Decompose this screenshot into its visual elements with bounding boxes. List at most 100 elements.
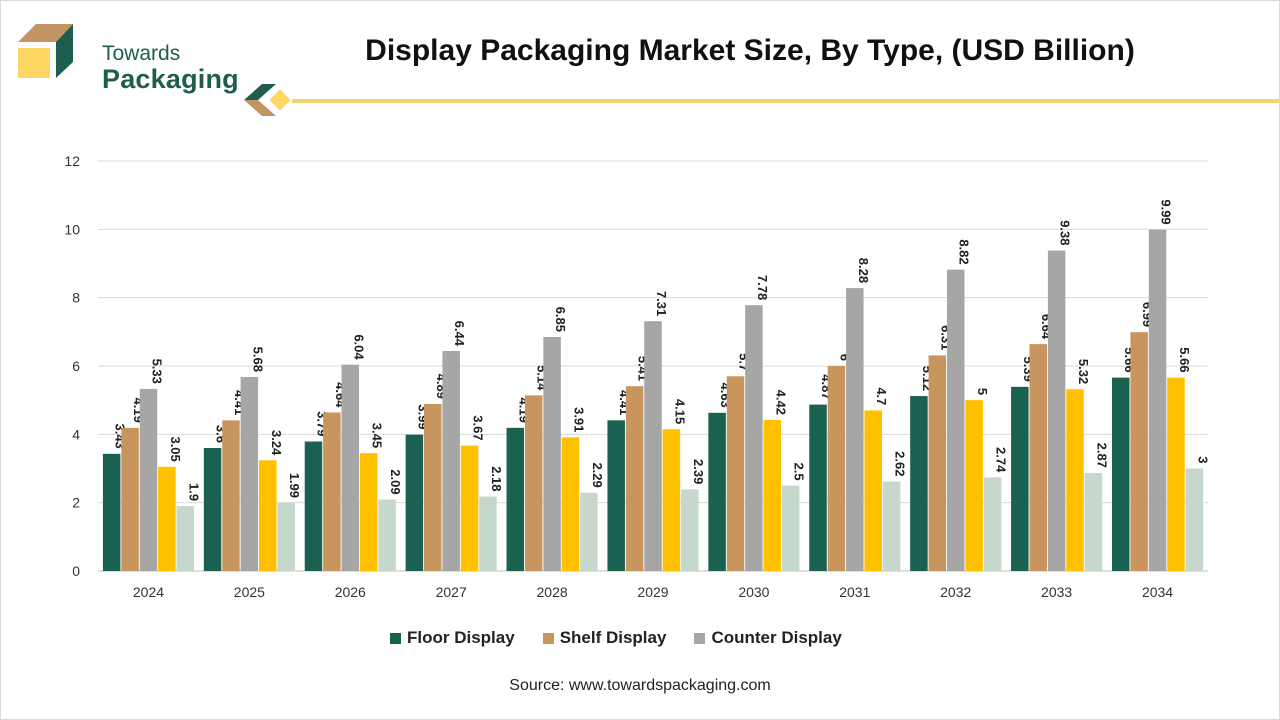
legend-item: Floor Display (390, 628, 515, 648)
data-label: 2.18 (489, 466, 504, 491)
legend-label: Floor Display (407, 628, 515, 647)
bar (846, 288, 864, 571)
data-label: 7.31 (654, 291, 669, 316)
bar (158, 466, 176, 571)
legend-item: Counter Display (694, 628, 842, 648)
data-label: 3.24 (269, 430, 284, 456)
bar (1029, 344, 1047, 571)
y-tick-label: 10 (64, 221, 80, 237)
x-tick-label: 2027 (436, 584, 467, 600)
x-tick-label: 2031 (839, 584, 870, 600)
data-label: 8.28 (856, 258, 871, 283)
data-label: 5.66 (1177, 347, 1192, 372)
x-tick-label: 2034 (1142, 584, 1173, 600)
legend-swatch (390, 632, 401, 644)
chart-title: Display Packaging Market Size, By Type, … (365, 34, 1135, 67)
bar (543, 336, 561, 571)
data-label: 2.39 (691, 459, 706, 484)
bar (928, 355, 947, 571)
data-label: 3.05 (168, 436, 183, 461)
data-label: 4.7 (874, 387, 889, 405)
bar (580, 492, 598, 571)
towards-packaging-logo: Towards Packaging (18, 22, 239, 94)
data-label: 3.45 (370, 423, 385, 448)
data-label: 2.29 (590, 462, 605, 487)
bar (625, 386, 644, 571)
bar (277, 503, 295, 571)
data-label: 1.9 (186, 483, 201, 501)
bar (1111, 377, 1130, 571)
x-tick-label: 2032 (940, 584, 971, 600)
legend-swatch (542, 632, 554, 644)
data-label: 2.5 (792, 463, 807, 481)
bar (983, 477, 1002, 571)
bar (442, 350, 460, 571)
bar (864, 410, 882, 571)
bar (1066, 389, 1084, 571)
x-tick-label: 2026 (335, 584, 366, 600)
bar (405, 434, 424, 571)
bar (561, 437, 580, 571)
bar (1148, 229, 1167, 572)
data-label: 4.15 (672, 399, 687, 424)
data-label: 3.67 (471, 415, 486, 440)
bar (240, 376, 259, 571)
x-tick-label: 2029 (637, 584, 668, 600)
logo-text-towards: Towards (102, 42, 181, 65)
bar (524, 395, 543, 571)
data-label: 3.91 (571, 407, 586, 432)
bar (203, 448, 222, 571)
bar (681, 489, 699, 571)
data-label: 2.87 (1094, 443, 1109, 468)
x-tick-label: 2024 (133, 584, 164, 600)
data-label: 9.38 (1058, 220, 1073, 245)
chart-legend: Floor Display Shelf Display Counter Displa… (390, 627, 870, 649)
y-tick-label: 12 (64, 153, 80, 169)
bar (946, 269, 965, 571)
data-label: 7.78 (755, 275, 770, 300)
bar (304, 441, 323, 571)
bar (222, 420, 240, 571)
data-label: 1.99 (287, 473, 302, 498)
bar (763, 419, 782, 571)
data-label: 6.85 (553, 307, 568, 332)
bar (323, 412, 341, 571)
x-tick-label: 2025 (234, 584, 265, 600)
bar (424, 403, 442, 571)
bar (378, 499, 396, 571)
bar (644, 321, 662, 571)
bar (1084, 472, 1103, 571)
legend-label: Shelf Display (559, 628, 667, 647)
bar (607, 420, 625, 571)
bar (1185, 468, 1204, 571)
y-tick-label: 8 (72, 290, 80, 306)
title-underline-decoration (244, 84, 1280, 116)
bar (102, 453, 121, 571)
bar (460, 445, 479, 571)
data-label: 5.32 (1076, 359, 1091, 384)
bar (341, 364, 360, 571)
bar (809, 404, 827, 571)
bar (1167, 377, 1185, 571)
data-label: 6 (837, 354, 852, 361)
bar (882, 481, 901, 571)
data-label: 8.82 (957, 239, 972, 264)
x-tick-label: 2028 (537, 584, 568, 600)
bar (745, 305, 763, 571)
data-label: 9.99 (1159, 199, 1174, 224)
bar (176, 506, 195, 571)
y-tick-label: 4 (72, 426, 80, 442)
data-label: 2.62 (893, 451, 908, 476)
bar (359, 453, 378, 571)
source-note: Source: www.towardspackaging.com (509, 677, 771, 694)
bar (781, 485, 800, 571)
bar (726, 376, 745, 571)
logo-text-packaging: Packaging (102, 64, 239, 94)
data-label: 6.44 (452, 321, 467, 347)
data-label: 2.74 (994, 447, 1009, 473)
bar (479, 496, 497, 571)
bar-chart: 0 2 4 6 8 10 12 2024 2025 2026 2027 2028 2029 2030 203… (64, 153, 1210, 600)
data-label: 6.04 (351, 334, 366, 360)
bar (506, 427, 525, 571)
data-label: 5 (975, 388, 990, 395)
